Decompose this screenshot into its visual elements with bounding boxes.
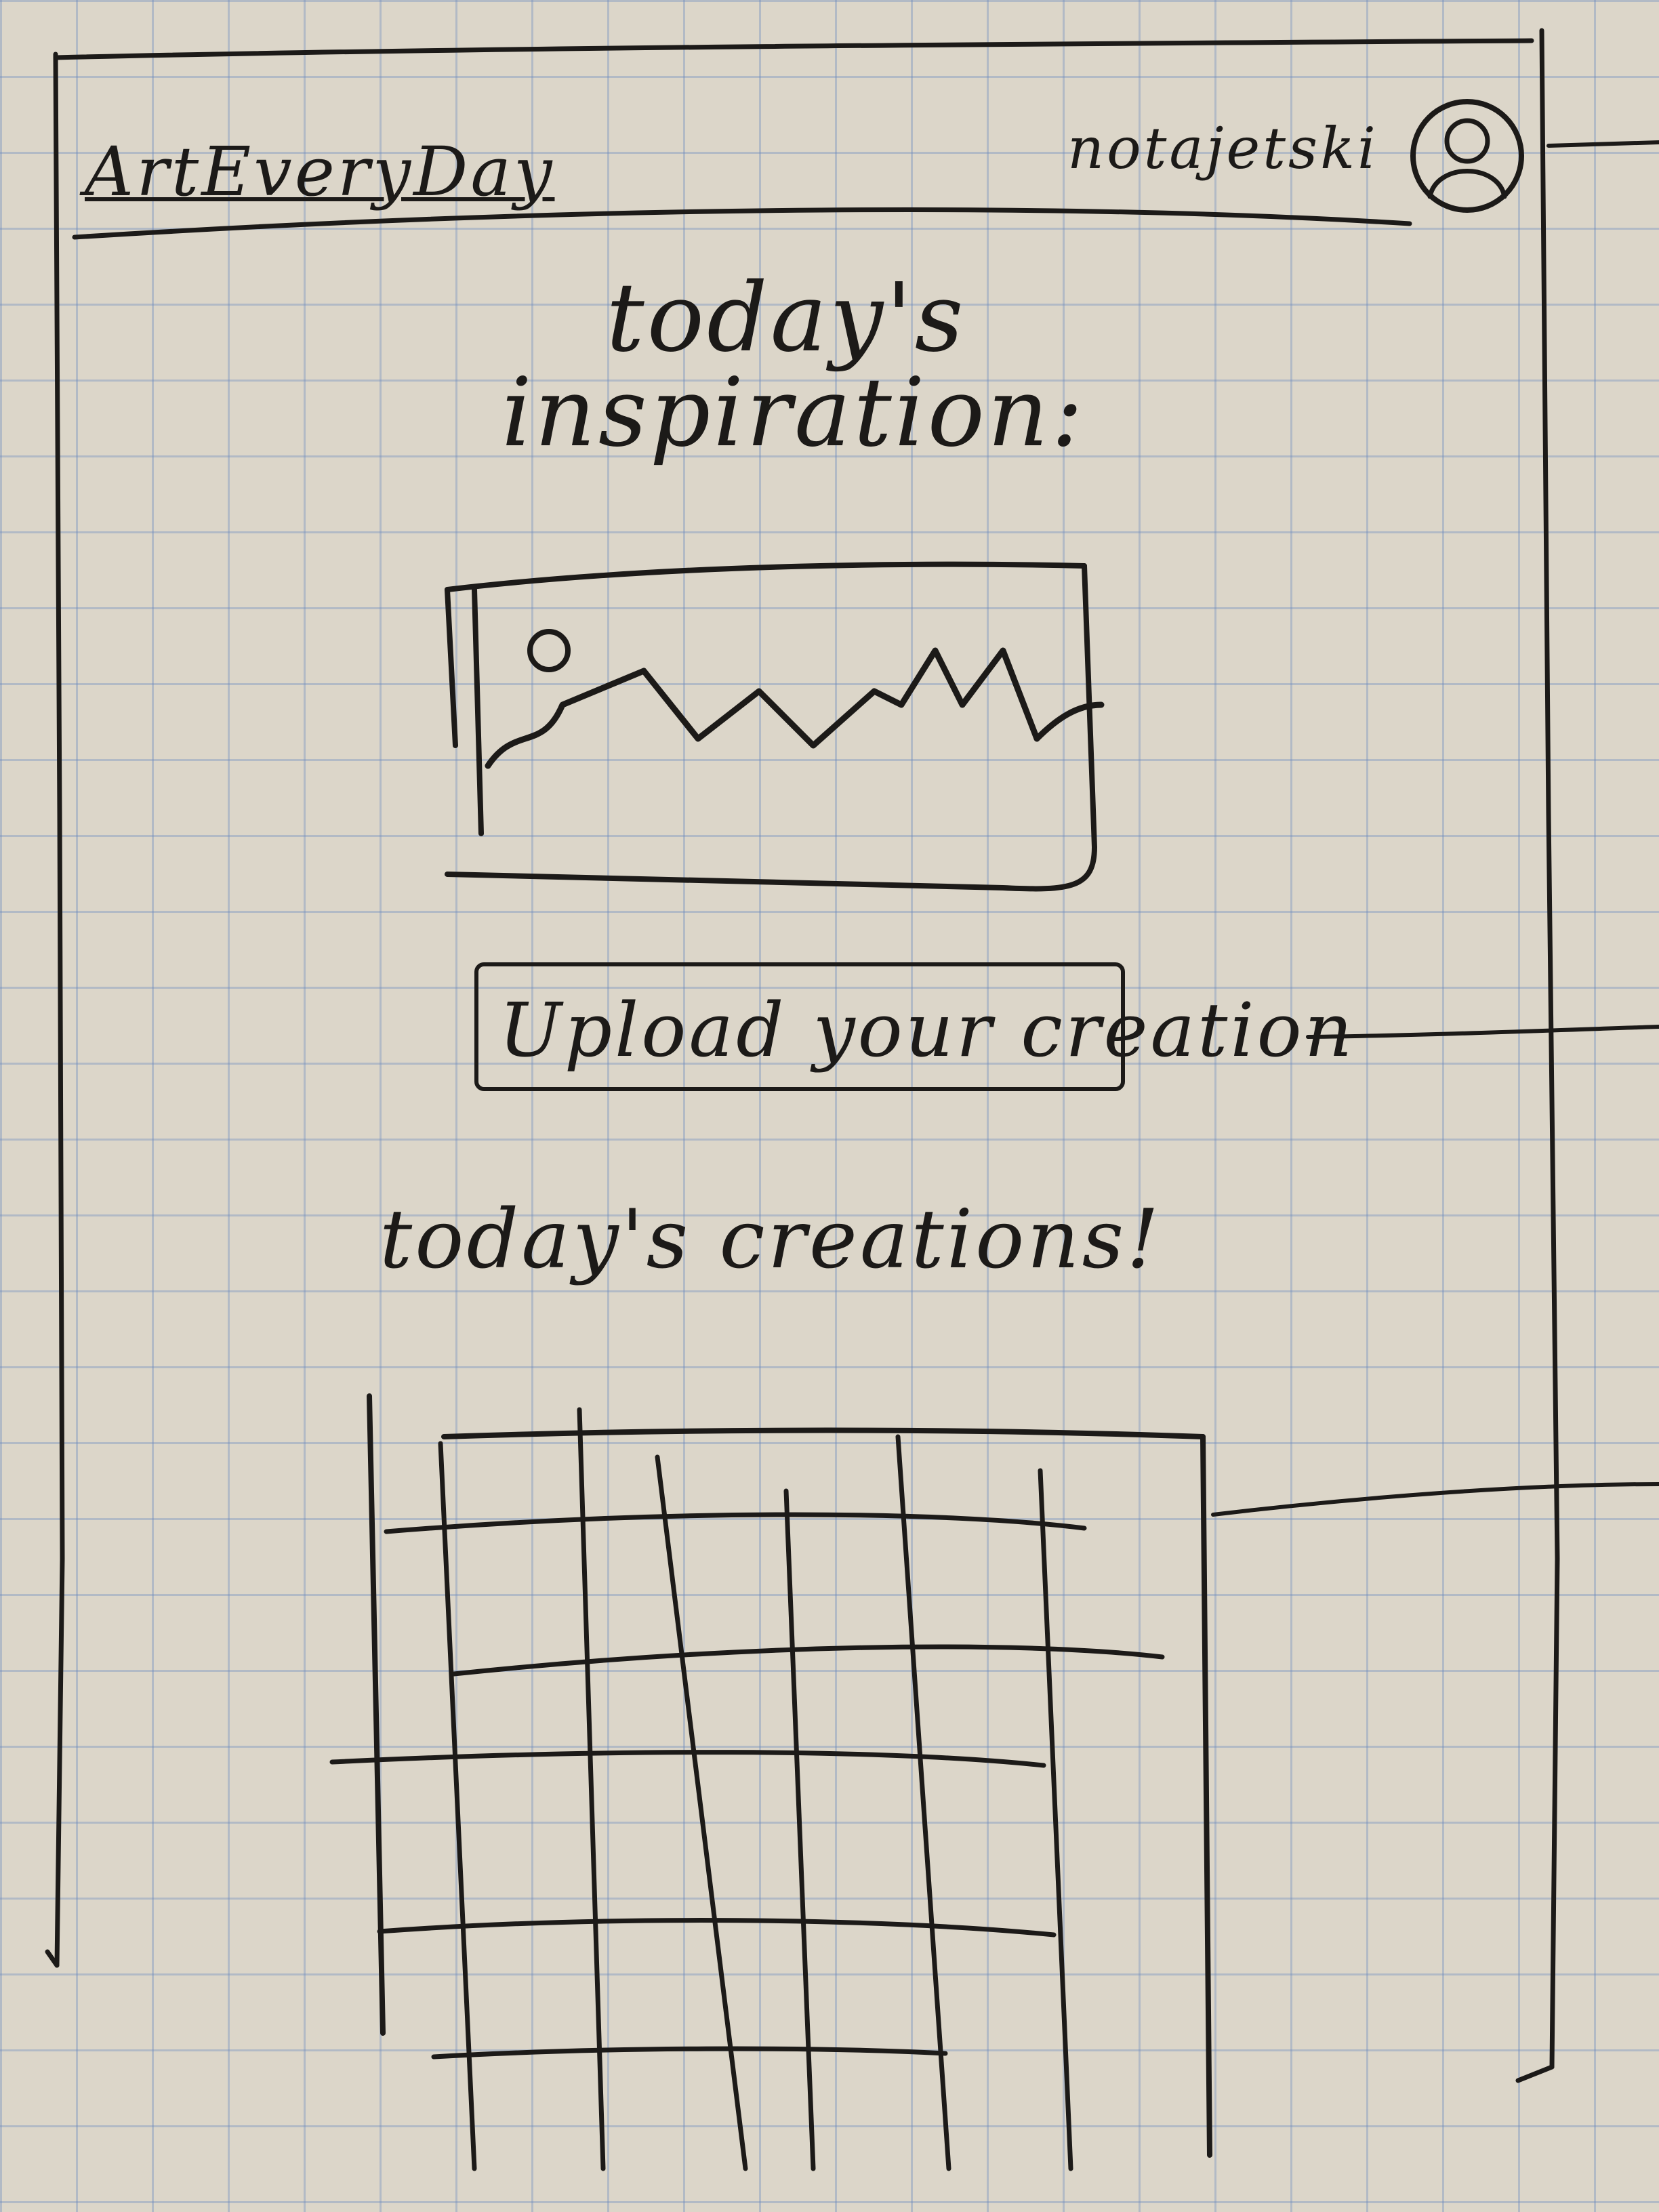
upload-button-label: Upload your creation xyxy=(499,987,1355,1073)
annotation-lines xyxy=(1211,140,1659,1517)
inspiration-heading: today's inspiration: xyxy=(501,263,1086,468)
mountain-icon xyxy=(485,647,1105,769)
user-avatar-icon[interactable] xyxy=(1406,95,1528,217)
creations-heading: today's creations! xyxy=(380,1193,1162,1287)
username-label[interactable]: notajetski xyxy=(1067,115,1378,182)
header-divider xyxy=(72,207,1412,240)
upload-creation-button[interactable]: Upload your creation xyxy=(474,962,1353,1091)
page-frame xyxy=(45,28,1560,2083)
creations-grid xyxy=(329,1393,1212,2171)
sun-icon xyxy=(527,629,571,672)
inspiration-image xyxy=(445,561,1105,892)
app-title[interactable]: ArtEveryDay xyxy=(85,132,555,211)
